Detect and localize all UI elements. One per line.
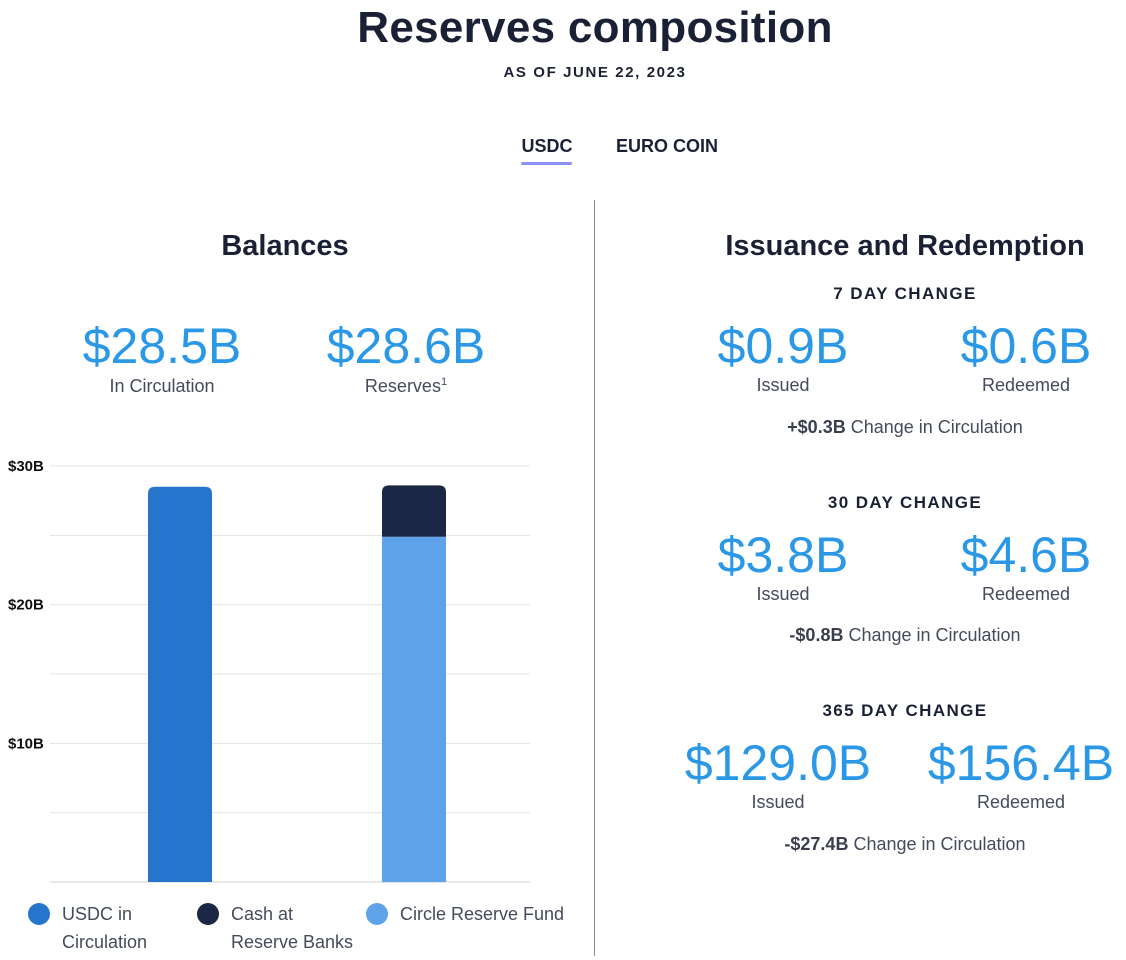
net-change-label-7-day: Change in Circulation [850, 417, 1023, 437]
page-title: Reserves composition [357, 3, 833, 52]
balances-heading: Balances [221, 230, 349, 262]
redeemed-label-30-day: Redeemed [981, 584, 1071, 604]
legend-label-circle-reserve-fund: Circle Reserve Fund [400, 904, 565, 924]
redeemed-label-7-day: Redeemed [981, 375, 1071, 395]
reserves-footnote: 1 [440, 376, 448, 388]
net-change-value-7-day: +$0.3B [787, 417, 846, 437]
legend-dot-cash-at-reserve-banks [197, 903, 219, 925]
reserves-label-text: Reserves [364, 376, 441, 396]
issued-label-365-day: Issued [751, 792, 805, 812]
y-tick-label: $20B [8, 597, 44, 614]
chart-y-axis: $10B $20B $30B [8, 458, 44, 752]
chart-bars [148, 485, 446, 882]
legend-item-circle-reserve-fund: Circle Reserve Fund [366, 900, 586, 956]
issued-value-365-day: $129.0B [684, 735, 872, 791]
legend-label-usdc-in-circulation: USDC in Circulation [62, 904, 148, 952]
tab-euro-coin[interactable]: EURO COIN [615, 136, 718, 156]
net-change-30-day: -$0.8B Change in Circulation [700, 623, 1110, 647]
redeemed-value-30-day: $4.6B [960, 527, 1092, 583]
legend-dot-usdc-in-circulation [28, 903, 50, 925]
change-title-30-day: 30 DAY CHANGE [827, 493, 983, 512]
net-change-365-day: -$27.4B Change in Circulation [700, 832, 1110, 856]
legend-item-cash-at-reserve-banks: Cash at Reserve Banks [197, 900, 367, 956]
net-change-value-30-day: -$0.8B [789, 625, 844, 645]
legend-item-usdc-in-circulation: USDC in Circulation [28, 900, 178, 956]
in-circulation-value: $28.5B [82, 318, 242, 374]
legend-dot-circle-reserve-fund [366, 903, 388, 925]
net-change-7-day: +$0.3B Change in Circulation [700, 415, 1110, 439]
tab-usdc[interactable]: USDC [521, 136, 573, 156]
issued-label-30-day: Issued [756, 584, 810, 604]
balances-chart: $10B $20B $30B [8, 458, 530, 883]
issued-value-30-day: $3.8B [717, 527, 849, 583]
issued-label-7-day: Issued [756, 375, 810, 395]
in-circulation-label: In Circulation [109, 376, 215, 396]
issued-value-7-day: $0.9B [717, 318, 849, 374]
change-title-365-day: 365 DAY CHANGE [822, 701, 988, 720]
section-divider [594, 200, 595, 956]
reserves-value: $28.6B [326, 318, 486, 374]
legend-label-cash-at-reserve-banks: Cash at Reserve Banks [231, 904, 354, 952]
page-subtitle: AS OF JUNE 22, 2023 [503, 64, 687, 81]
y-tick-label: $10B [8, 735, 44, 752]
redeemed-label-365-day: Redeemed [976, 792, 1066, 812]
issuance-redemption-heading: Issuance and Redemption [725, 230, 1085, 262]
chart-grid [50, 465, 530, 883]
bar-circle-reserve-fund [382, 536, 446, 882]
net-change-label-30-day: Change in Circulation [848, 625, 1021, 645]
redeemed-value-7-day: $0.6B [960, 318, 1092, 374]
active-tab-indicator [521, 162, 572, 165]
net-change-value-365-day: -$27.4B [784, 834, 849, 854]
redeemed-value-365-day: $156.4B [927, 735, 1115, 791]
change-title-7-day: 7 DAY CHANGE [833, 284, 977, 303]
bar-cash-at-reserve-banks [382, 485, 446, 537]
reserves-label: Reserves1 [306, 374, 506, 398]
bar-usdc-in-circulation [148, 486, 212, 882]
y-tick-label: $30B [8, 458, 44, 475]
net-change-label-365-day: Change in Circulation [853, 834, 1026, 854]
